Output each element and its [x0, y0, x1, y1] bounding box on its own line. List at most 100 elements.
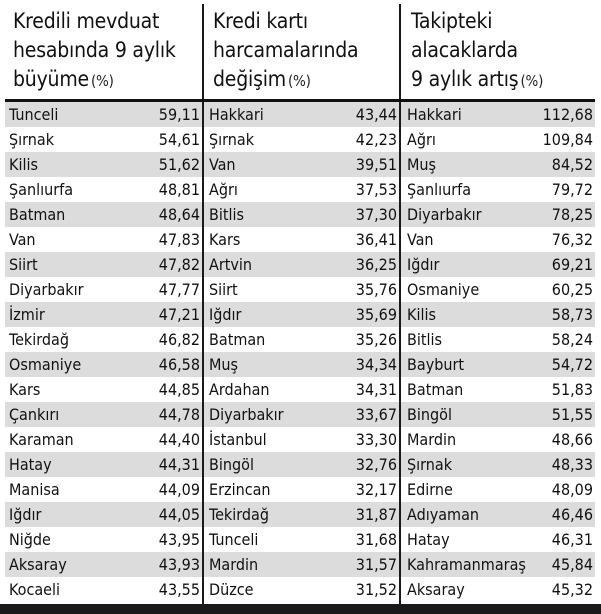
province-name: Ardahan	[209, 380, 270, 399]
column-overdraft-growth: Kredili mevduat hesabında 9 aylık büyüme…	[5, 4, 202, 609]
percent-value: 58,73	[551, 305, 593, 324]
header-line: Takipteki	[411, 9, 493, 33]
province-name: İzmir	[9, 305, 45, 324]
province-name: Ağrı	[209, 180, 238, 199]
percent-value: 31,57	[355, 555, 397, 574]
percent-value: 43,95	[158, 530, 200, 549]
table-row: Iğdır 35,69	[204, 302, 399, 327]
table-row: Ağrı 37,53	[204, 177, 399, 202]
table-row: Mardin 31,57	[204, 552, 399, 577]
province-name: Aksaray	[407, 580, 465, 599]
percent-value: 76,32	[551, 230, 593, 249]
percent-value: 44,05	[158, 505, 200, 524]
table-row: Edirne 48,09	[401, 477, 595, 502]
table-row: Batman 35,26	[204, 327, 399, 352]
percent-value: 34,34	[355, 355, 397, 374]
percent-value: 46,58	[158, 355, 200, 374]
table-row: Şanlıurfa 48,81	[5, 177, 202, 202]
province-name: Karaman	[9, 430, 74, 449]
table-row: Mardin 48,66	[401, 427, 595, 452]
percent-value: 47,83	[158, 230, 200, 249]
province-name: Batman	[9, 205, 66, 224]
table-row: Batman 48,64	[5, 202, 202, 227]
province-name: İstanbul	[209, 430, 267, 449]
percent-value: 43,44	[355, 105, 397, 124]
province-name: Hakkari	[209, 105, 264, 124]
province-name: Tunceli	[209, 530, 259, 549]
table-row: Şırnak 42,23	[204, 127, 399, 152]
province-name: Kars	[209, 230, 241, 249]
percent-value: 69,21	[551, 255, 593, 274]
province-name: Niğde	[9, 530, 51, 549]
percent-value: 48,33	[551, 455, 593, 474]
percent-value: 43,93	[158, 555, 200, 574]
table-row: Siirt 35,76	[204, 277, 399, 302]
bottom-rule	[0, 604, 601, 614]
header-line: büyüme	[13, 67, 89, 91]
header-unit: (%)	[287, 72, 311, 90]
province-name: Iğdır	[209, 305, 242, 324]
percent-value: 60,25	[551, 280, 593, 299]
percent-value: 36,25	[355, 255, 397, 274]
province-name: Çankırı	[9, 405, 60, 424]
table-row: İstanbul 33,30	[204, 427, 399, 452]
province-name: Mardin	[209, 555, 259, 574]
percent-value: 51,62	[158, 155, 200, 174]
percent-value: 54,72	[551, 355, 593, 374]
table-row: Muş 84,52	[401, 152, 595, 177]
percent-value: 34,31	[355, 380, 397, 399]
percent-value: 33,30	[355, 430, 397, 449]
table-row: Hatay 44,31	[5, 452, 202, 477]
table-row: Bayburt 54,72	[401, 352, 595, 377]
percent-value: 44,40	[158, 430, 200, 449]
province-name: Osmaniye	[407, 280, 480, 299]
table-row: Hatay 46,31	[401, 527, 595, 552]
table-row: Çankırı 44,78	[5, 402, 202, 427]
table-row: Bingöl 32,76	[204, 452, 399, 477]
table-row: İzmir 47,21	[5, 302, 202, 327]
table-row: Van 39,51	[204, 152, 399, 177]
percent-value: 35,26	[355, 330, 397, 349]
table-row: Kilis 58,73	[401, 302, 595, 327]
percent-value: 36,41	[355, 230, 397, 249]
table-row: Kars 44,85	[5, 377, 202, 402]
percent-value: 112,68	[542, 105, 593, 124]
table-row: Ağrı 109,84	[401, 127, 595, 152]
province-name: Diyarbakır	[209, 405, 284, 424]
province-name: Iğdır	[9, 505, 42, 524]
table-row: Batman 51,83	[401, 377, 595, 402]
table-row: Kocaeli 43,55	[5, 577, 202, 602]
table-row: Iğdır 69,21	[401, 252, 595, 277]
table-row: Osmaniye 46,58	[5, 352, 202, 377]
row-list: Hakkari 43,44 Şırnak 42,23 Van 39,51 Ağrı 37,53…	[204, 102, 399, 602]
province-name: Muş	[407, 155, 437, 174]
province-name: Artvin	[209, 255, 253, 274]
table-row: Karaman 44,40	[5, 427, 202, 452]
table-row: Adıyaman 46,46	[401, 502, 595, 527]
table-row: Muş 34,34	[204, 352, 399, 377]
province-name: Erzincan	[209, 480, 271, 499]
percent-value: 84,52	[551, 155, 593, 174]
province-name: Bingöl	[209, 455, 254, 474]
percent-value: 51,83	[551, 380, 593, 399]
table-row: Manisa 44,09	[5, 477, 202, 502]
province-name: Mardin	[407, 430, 457, 449]
table-row: Osmaniye 60,25	[401, 277, 595, 302]
province-name: Şanlıurfa	[407, 180, 472, 199]
row-list: Tunceli 59,11 Şırnak 54,61 Kilis 51,62 Şanlıur…	[5, 102, 202, 602]
table-row: Hakkari 43,44	[204, 102, 399, 127]
percent-value: 32,76	[355, 455, 397, 474]
header-line: 9 aylık artış	[411, 67, 519, 91]
column-header: Kredi kartı harcamalarında değişim (%)	[213, 4, 389, 100]
province-name: Ağrı	[407, 130, 436, 149]
table-row: Tekirdağ 46,82	[5, 327, 202, 352]
province-name: Bayburt	[407, 355, 465, 374]
percent-value: 42,23	[355, 130, 397, 149]
table-row: Şırnak 54,61	[5, 127, 202, 152]
province-name: Bingöl	[407, 405, 452, 424]
percent-value: 48,81	[158, 180, 200, 199]
table-row: Kilis 51,62	[5, 152, 202, 177]
percent-value: 44,09	[158, 480, 200, 499]
header-line: Kredi kartı	[213, 9, 308, 33]
